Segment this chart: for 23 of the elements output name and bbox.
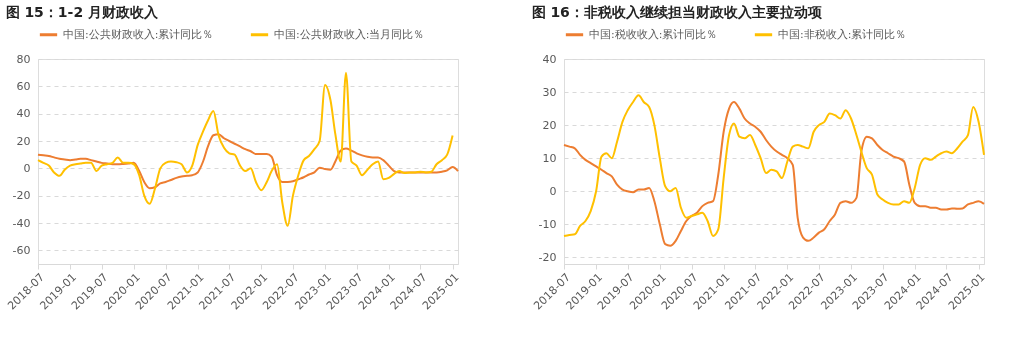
legend-label: 中国:非税收入:累计同比％ <box>778 27 907 41</box>
y-tick-label: -20 <box>538 250 557 264</box>
y-tick-label: -10 <box>538 217 557 231</box>
y-tick-label: 20 <box>542 118 557 132</box>
y-tick-label: 0 <box>23 161 31 175</box>
y-tick-label: -60 <box>12 243 31 257</box>
legend-label: 中国:税收收入:累计同比％ <box>589 27 718 41</box>
y-tick-label: -40 <box>12 216 31 230</box>
y-tick-label: 30 <box>542 85 557 99</box>
y-tick-label: 40 <box>16 107 31 121</box>
y-tick-label: -20 <box>12 189 31 203</box>
y-tick-label: 20 <box>16 134 31 148</box>
y-tick-label: 40 <box>542 52 557 66</box>
legend-label: 中国:公共财政收入:累计同比％ <box>63 27 214 41</box>
y-tick-label: 0 <box>549 184 557 198</box>
y-tick-label: 60 <box>16 79 31 93</box>
chart-title: 图 16：非税收入继续担当财政收入主要拉动项 <box>531 4 823 20</box>
line-series <box>37 133 459 190</box>
chart-title: 图 15：1-2 月财政收入 <box>5 4 160 20</box>
legend-label: 中国:公共财政收入:当月同比％ <box>274 27 425 41</box>
y-tick-label: 80 <box>16 52 31 66</box>
y-tick-label: 10 <box>542 151 557 165</box>
line-series <box>37 71 454 227</box>
